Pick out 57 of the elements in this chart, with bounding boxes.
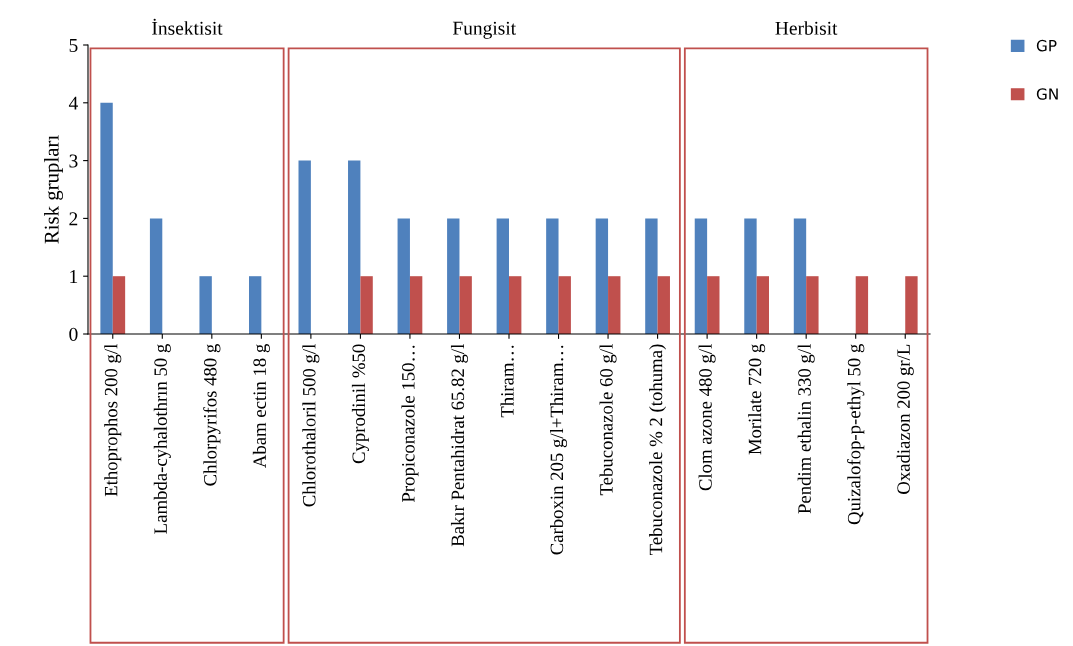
text: İnsektisit bbox=[152, 18, 223, 35]
bar bbox=[447, 218, 460, 334]
bar bbox=[793, 218, 807, 334]
x-tick-label: Propiconazole 150… bbox=[401, 345, 419, 502]
bar bbox=[397, 218, 410, 334]
x-tick-label: Chlorpyrifos 480 g bbox=[203, 344, 221, 486]
bar bbox=[546, 218, 559, 334]
y-tick-label: 3 bbox=[69, 154, 78, 168]
y-tick-label: 0 bbox=[69, 327, 78, 341]
bar bbox=[558, 276, 571, 334]
x-tick-label: Abam ectin 18 g bbox=[252, 344, 270, 468]
bar bbox=[298, 160, 311, 334]
bar bbox=[496, 218, 509, 334]
y-axis-title: Risk grupları bbox=[44, 135, 63, 244]
y-tick-label: 4 bbox=[68, 96, 78, 110]
bar bbox=[459, 276, 472, 334]
x-tick-label: Thiram… bbox=[500, 345, 514, 418]
x-tick-label: Tebuconazole % 2 (tohuma) bbox=[649, 344, 667, 556]
x-tick-label: Carboxin 205 g/l+Thiram… bbox=[550, 345, 568, 555]
y-tick-label: 2 bbox=[69, 212, 78, 226]
x-tick-label: Pendim ethalin 330 g/l bbox=[797, 344, 815, 514]
legend-label: GP bbox=[1036, 39, 1057, 52]
text: Herbisit bbox=[775, 21, 838, 35]
bar bbox=[409, 276, 423, 334]
x-tick-label: Quizalofop-p-ethyl 50 g bbox=[847, 344, 865, 525]
y-tick-label: 1 bbox=[70, 270, 78, 283]
bar bbox=[360, 276, 373, 334]
bar bbox=[348, 160, 361, 334]
legend-label: GN bbox=[1036, 88, 1058, 100]
x-tick-label: Bakır Pentahidrat 65.82 g/l bbox=[450, 344, 468, 547]
bar bbox=[744, 218, 757, 334]
bar bbox=[509, 276, 522, 334]
x-tick-label: Lambda-cyhalothrın 50 g bbox=[153, 344, 171, 534]
bar bbox=[855, 276, 869, 334]
x-tick-label: Tebuconazole 60 g/l bbox=[599, 344, 617, 496]
bar bbox=[707, 276, 720, 334]
x-tick-label: Oxadiazon 200 gr/L bbox=[896, 344, 914, 494]
x-tick-label: Cyprodinil %50 bbox=[351, 344, 369, 464]
bar bbox=[756, 276, 770, 334]
text: Fungisit bbox=[452, 21, 516, 39]
bar bbox=[694, 218, 708, 334]
x-tick-label: Ethoprophos 200 g/l bbox=[104, 344, 122, 497]
bar bbox=[806, 276, 819, 334]
bar bbox=[657, 276, 670, 334]
x-tick-label: Chlorothaloril 500 g/l bbox=[302, 344, 320, 507]
y-tick-label: 5 bbox=[69, 39, 78, 52]
bar bbox=[645, 218, 658, 334]
bar bbox=[248, 276, 262, 334]
bar bbox=[608, 276, 621, 334]
bar bbox=[100, 102, 113, 334]
bar bbox=[199, 276, 212, 334]
bar bbox=[149, 218, 163, 334]
bar bbox=[112, 276, 126, 334]
x-tick-label: Morilate 720 g bbox=[748, 344, 766, 455]
bar bbox=[595, 218, 609, 334]
bar bbox=[905, 276, 918, 334]
x-tick-label: Clom azone 480 g/l bbox=[698, 344, 716, 491]
